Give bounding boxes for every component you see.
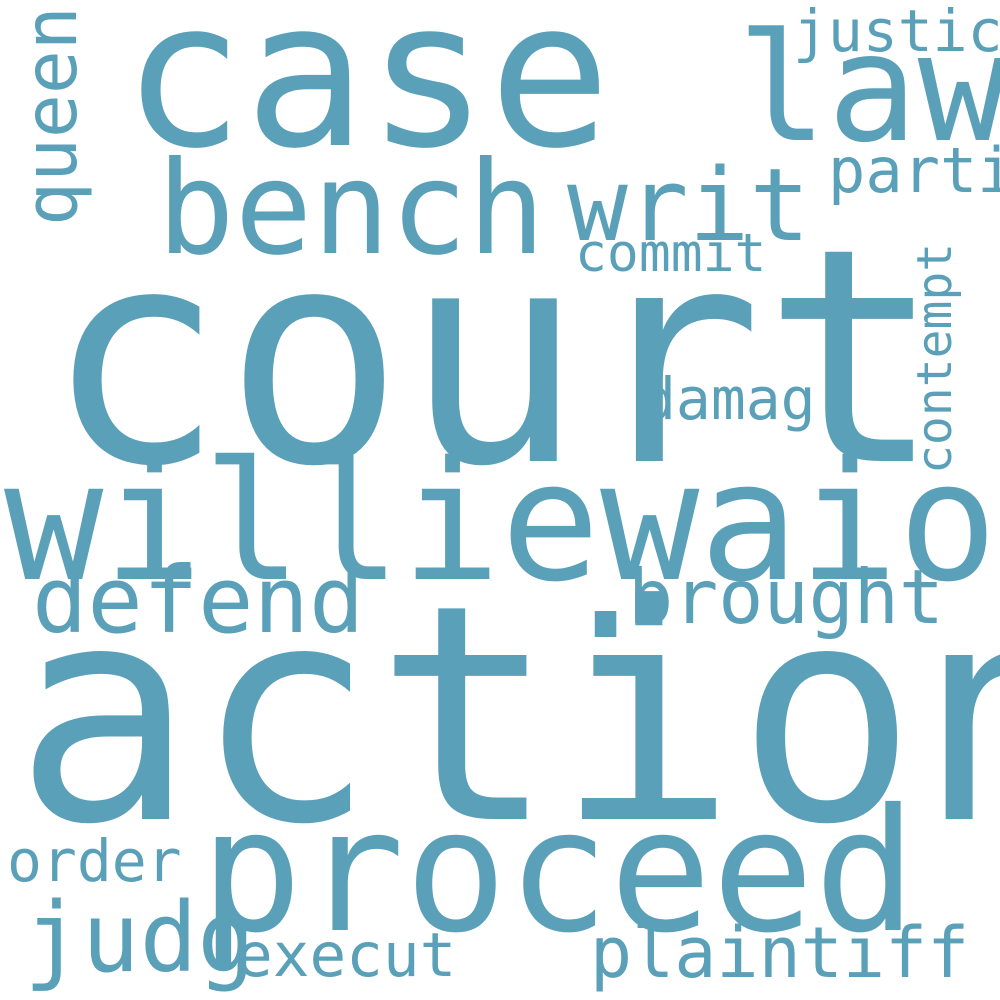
word-bench: bench (157, 134, 546, 284)
word-justic: justic (793, 0, 1000, 65)
word-case: case (122, 0, 611, 193)
word-dot: . (553, 476, 659, 679)
word-order: order (7, 827, 182, 895)
word-proceed: proceed (200, 773, 917, 971)
word-law: law (737, 2, 1000, 176)
word-execut: execut (236, 920, 457, 991)
word-commit: commit (575, 223, 767, 284)
word-action: action (14, 541, 1000, 890)
word-parti: parti (828, 134, 1000, 207)
word-writ: writ (567, 146, 811, 264)
word-brought: brought (628, 553, 945, 641)
word-judg: judg (24, 882, 256, 994)
word-damag: damag (641, 365, 816, 433)
word-williewaiola: williewaiola (4, 426, 1000, 618)
word-court: court (45, 185, 943, 532)
word-defend: defend (32, 547, 365, 654)
word-plaintiff: plaintiff (590, 912, 970, 994)
